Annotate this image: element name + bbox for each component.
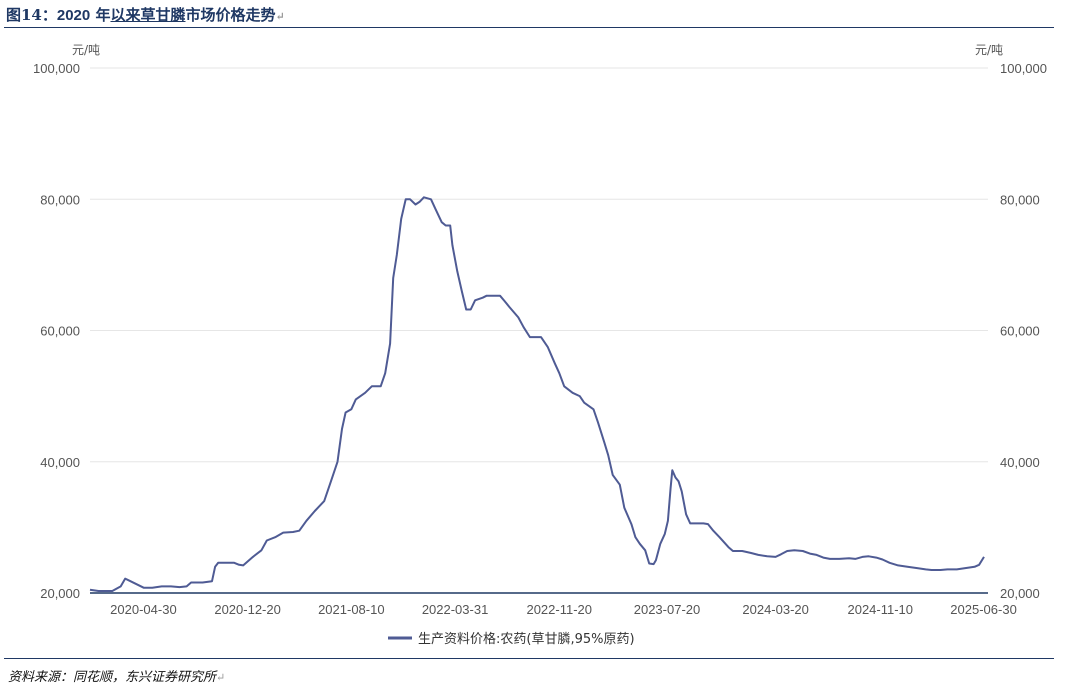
- title-divider: [4, 27, 1054, 28]
- return-mark-icon: ↵: [216, 671, 226, 684]
- figure-title-year: 2020: [56, 7, 91, 24]
- x-tick-label: 2024-03-20: [742, 602, 809, 617]
- x-tick-labels: 2020-04-30 2020-12-20 2021-08-10 2022-03-31…: [110, 602, 1017, 617]
- figure-title-suffix: 市场价格走势: [185, 6, 276, 24]
- price-line-chart: 元/吨 元/吨 100,00080,00060,00040,00020,000 …: [33, 43, 1047, 647]
- left-y-tick-labels: 100,000 80,000 60,000 40,000 20,000: [33, 61, 80, 601]
- y-tick-label-left: 40,000: [40, 455, 80, 470]
- y-tick-label-right: 100,000: [1000, 61, 1047, 76]
- y-tick-label-right: 40,000: [1000, 455, 1040, 470]
- left-axis-unit: 元/吨: [72, 43, 100, 57]
- y-tick-label-left: 20,000: [40, 586, 80, 601]
- x-tick-label: 2020-12-20: [214, 602, 281, 617]
- y-tick-label-left: 100,000: [33, 61, 80, 76]
- figure-title-prefix: 图14：: [6, 6, 57, 24]
- right-axis-unit: 元/吨: [975, 43, 1003, 57]
- return-mark-icon: ↵: [275, 10, 285, 23]
- x-tick-label: 2021-08-10: [318, 602, 385, 617]
- source-note: 资料来源：同花顺，东兴证券研究所↵: [8, 666, 225, 685]
- x-tick-label: 2024-11-10: [847, 602, 913, 617]
- x-tick-label: 2023-07-20: [634, 602, 701, 617]
- legend-label: 生产资料价格:农药(草甘膦,95%原药): [418, 631, 635, 647]
- y-tick-label-right: 60,000: [1000, 324, 1040, 339]
- series-layer: [89, 196, 985, 592]
- x-tick-label: 2020-04-30: [110, 602, 177, 617]
- source-text: 资料来源：同花顺，东兴证券研究所: [8, 670, 217, 685]
- y-tick-label-left: 80,000: [40, 192, 80, 207]
- y-tick-label-right: 80,000: [1000, 192, 1040, 207]
- right-y-tick-labels: 100,000 80,000 60,000 40,000 20,000: [1000, 61, 1047, 601]
- legend: 生产资料价格:农药(草甘膦,95%原药): [388, 631, 635, 647]
- x-tick-label: 2022-03-31: [422, 602, 489, 617]
- x-tick-label: 2025-06-30: [950, 602, 1017, 617]
- figure-title-middle: 年: [90, 6, 111, 24]
- y-tick-label-right: 20,000: [1000, 586, 1040, 601]
- gridlines: [90, 67, 988, 463]
- figure-title: 图14：2020 年以来草甘膦市场价格走势↵: [6, 4, 285, 25]
- figure-title-underlined: 以来草甘膦: [110, 6, 186, 24]
- series-line: [89, 196, 985, 592]
- x-tick-label: 2022-11-20: [526, 602, 592, 617]
- source-divider: [4, 658, 1054, 659]
- y-tick-label-left: 60,000: [40, 324, 80, 339]
